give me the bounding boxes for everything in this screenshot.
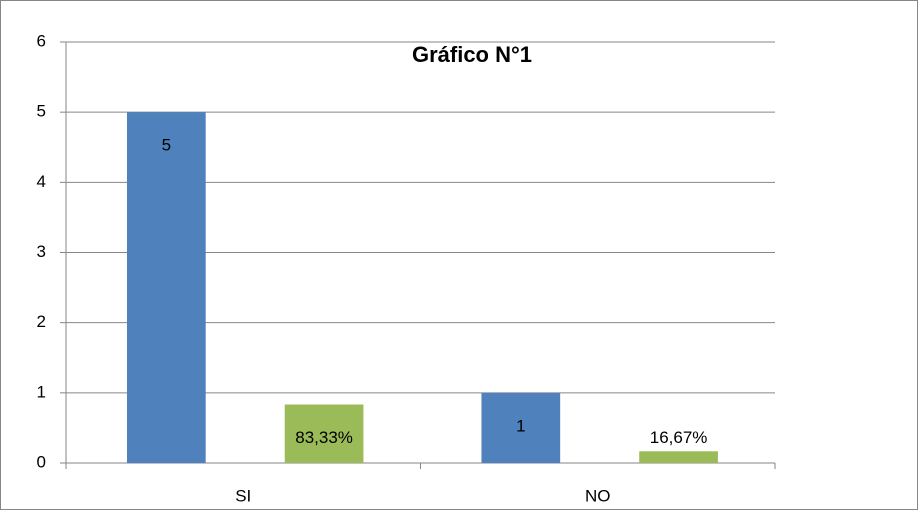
y-tick-label: 5 <box>37 102 46 121</box>
x-tick-label: SI <box>235 486 251 505</box>
y-tick-label: 2 <box>37 312 46 331</box>
chart-title: Gráfico N°1 <box>412 42 532 67</box>
y-tick-label: 0 <box>37 452 46 471</box>
data-label: 5 <box>162 136 171 155</box>
y-tick-label: 1 <box>37 382 46 401</box>
y-tick-label: 6 <box>37 31 46 50</box>
bar <box>126 112 206 464</box>
y-tick-label: 3 <box>37 242 46 261</box>
data-label: 16,67% <box>650 428 708 447</box>
data-label: 1 <box>516 416 525 435</box>
x-tick-label: NO <box>585 486 611 505</box>
data-label: 83,33% <box>295 428 353 447</box>
bar <box>481 392 561 463</box>
bar <box>284 404 364 463</box>
bar <box>639 451 718 463</box>
y-tick-label: 4 <box>37 172 46 191</box>
